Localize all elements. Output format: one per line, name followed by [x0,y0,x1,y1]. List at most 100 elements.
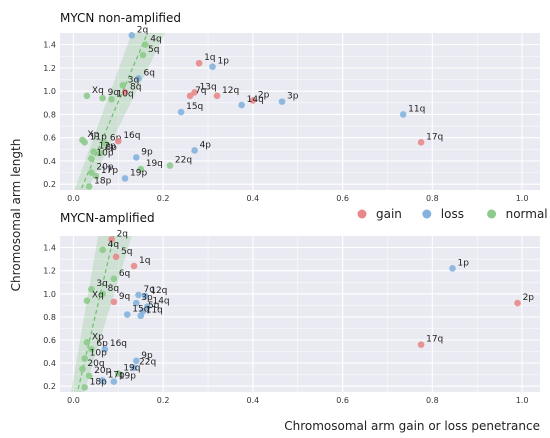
legend: gain loss normal [357,207,548,221]
legend-marker [487,209,497,219]
point-label: 17q [426,132,443,142]
data-point [88,285,95,293]
data-point [110,298,118,306]
data-point [139,51,147,59]
data-point [110,275,118,283]
data-point [186,92,194,100]
point-label: 20p [96,163,113,173]
x-tick-label: 1.0 [516,194,529,203]
point-label: 9p [141,351,153,361]
point-label: 4q [150,35,161,45]
point-label: 10p [90,348,107,358]
x-tick-label: 0.6 [336,194,349,203]
point-label: 3q [128,75,139,85]
data-point [99,246,106,254]
point-label: 16q [123,131,140,141]
y-tick-label: 1.0 [43,290,56,299]
trend-group [71,236,132,392]
point-label: 12q [150,286,167,296]
point-label: Xq [92,86,104,96]
y-tick-label: 0.4 [43,359,56,368]
trend-confidence-band [74,33,166,190]
point-label: 15q [186,102,203,112]
point-label: 16q [110,339,127,349]
data-point [88,345,95,353]
point-label: 17p [101,166,118,176]
trend-line [76,236,115,392]
y-tick-label: 0.2 [43,180,56,189]
x-tick-label: 0.8 [426,194,439,203]
point-label: 8q [108,284,119,294]
data-point [144,303,151,310]
point-label: 22q [139,358,156,368]
y-tick-label: 1.2 [43,64,56,73]
data-point [101,345,109,353]
point-label: 14q [247,95,264,105]
x-tick-label: 0.8 [426,396,439,405]
point-label: 19p [130,168,147,178]
y-axis-title-group: Chromosomal arm length [9,139,23,292]
point-label: 9q [119,292,130,302]
data-point [130,364,138,372]
point-label: 22q [175,156,192,166]
x-tick-label: 0.2 [157,194,170,203]
point-label: 5q [148,45,159,55]
point-label: 3p [141,293,153,303]
plot-background [60,33,540,190]
y-tick-label: 0.8 [43,110,56,119]
data-point [83,297,91,305]
point-label: 2q [117,229,128,239]
data-point [514,299,521,307]
point-label: 19p [119,372,136,382]
panel-title: MYCN-amplified [60,211,155,225]
point-label: 1p [458,258,470,268]
point-label: 20q [87,359,104,369]
data-point [97,149,104,157]
data-point [191,147,198,154]
point-label: 6p [110,133,122,143]
data-point [449,265,456,272]
panels: 0.0 0.2 0.4 0.6 0.8 1.0 0.2 0.4 0.6 0.8 1.0 1.2 1.4 M… [43,11,540,405]
data-point [92,172,100,180]
data-point [88,169,95,176]
x-tick-label: 1.0 [516,396,529,405]
y-tick-label: 1.0 [43,87,56,96]
data-point [108,236,115,243]
panel-1: 0.0 0.2 0.4 0.6 0.8 1.0 0.2 0.4 0.6 0.8 1.0 1.2 1.4 M… [43,11,540,203]
data-point [130,262,138,270]
data-point [101,140,109,147]
data-point [132,357,140,365]
point-label: 12p [99,142,116,152]
data-point [83,339,91,346]
data-point [83,92,91,100]
point-label: 3q [96,279,107,289]
data-point [191,89,198,96]
y-tick-label: 0.6 [43,336,56,345]
y-tick-label: 0.4 [43,157,56,166]
data-point [132,154,140,161]
point-label: 1p [218,57,230,67]
data-point [135,75,142,82]
point-label: 17q [426,335,443,345]
data-point [115,137,122,145]
data-point [137,165,145,173]
trend-line [80,33,149,190]
point-label: 11q [408,104,425,114]
point-label: 9p [141,147,153,157]
legend-label: loss [441,207,464,221]
x-tick-label: 0.4 [247,194,260,203]
data-point [81,384,88,391]
point-label: 2p [523,293,535,303]
data-point [119,82,127,89]
data-point [249,97,257,104]
data-point [110,378,118,385]
data-point [115,370,122,377]
point-label: 5q [148,301,159,311]
trend-group [74,33,166,190]
x-tick-label: 0.2 [157,396,170,405]
data-point [85,372,93,380]
data-point [85,183,93,190]
point-label: 9q [108,88,119,98]
panel-title: MYCN non-amplified [60,11,181,25]
data-point [108,95,115,103]
